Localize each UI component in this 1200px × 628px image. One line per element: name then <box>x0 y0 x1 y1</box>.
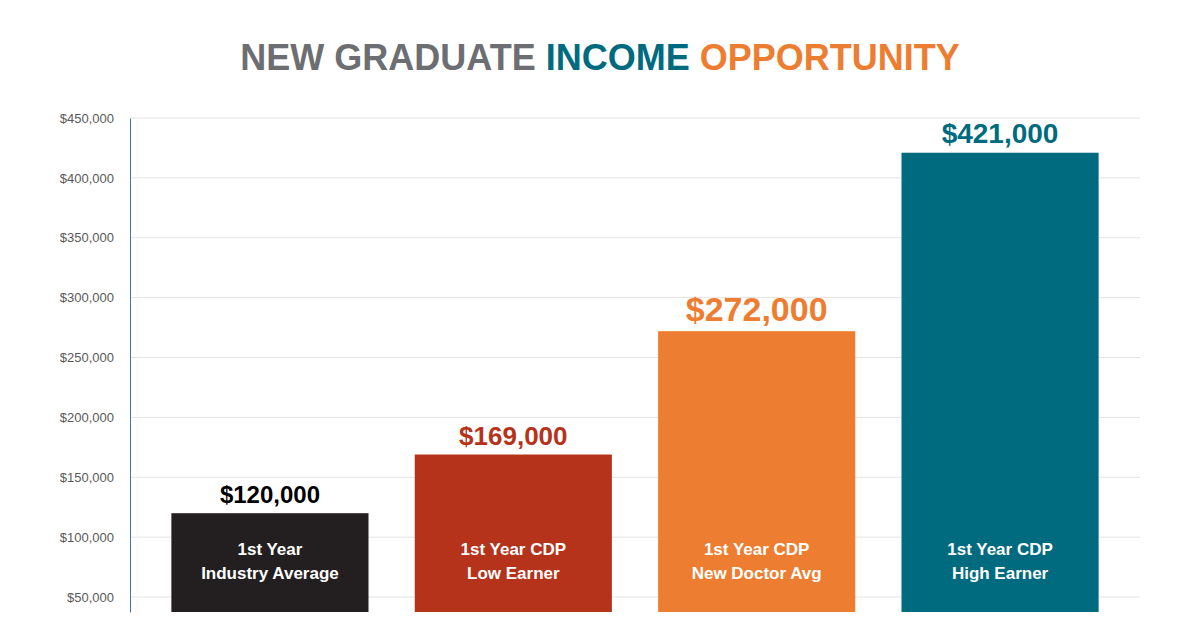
category-label: 1st YearIndustry Average <box>201 540 339 583</box>
data-label: $421,000 <box>942 118 1059 149</box>
tick: $250,000 <box>60 350 130 365</box>
bar <box>658 331 855 612</box>
bar <box>901 153 1098 612</box>
tick: $200,000 <box>60 410 130 425</box>
bar <box>171 513 368 612</box>
tick: $300,000 <box>60 290 130 305</box>
bars <box>171 153 1098 612</box>
tick: $450,000 <box>60 111 130 126</box>
data-labels: $120,000 $169,000 $272,000 $421,000 <box>220 118 1059 508</box>
tick-label: $50,000 <box>67 590 114 605</box>
title: NEW GRADUATE INCOME OPPORTUNITY <box>240 37 959 78</box>
tick-label: $150,000 <box>60 470 114 485</box>
tick-label: $200,000 <box>60 410 114 425</box>
data-label: $169,000 <box>459 421 567 451</box>
axis-line <box>130 119 131 613</box>
category-label: 1st Year CDPNew Doctor Avg <box>692 540 822 583</box>
tick: $350,000 <box>60 230 130 245</box>
category-label: 1st Year CDPLow Earner <box>461 540 567 583</box>
data-label: $272,000 <box>686 290 828 328</box>
y-axis: $50,000 $100,000 $150,000 $200,000 $250,000 $… <box>60 111 131 613</box>
tick: $400,000 <box>60 171 130 186</box>
chart: NEW GRADUATE INCOME OPPORTUNITY $50,000 $1… <box>0 0 1200 628</box>
bar <box>415 455 612 612</box>
tick: $150,000 <box>60 470 130 485</box>
tick-label: $250,000 <box>60 350 114 365</box>
data-label: $120,000 <box>220 481 320 508</box>
category-labels: 1st YearIndustry Average 1st Year CDPLow … <box>201 540 1053 583</box>
tick-label: $300,000 <box>60 290 114 305</box>
tick-label: $100,000 <box>60 530 114 545</box>
tick-label: $400,000 <box>60 171 114 186</box>
tick: $100,000 <box>60 530 130 545</box>
category-label: 1st Year CDPHigh Earner <box>947 540 1053 583</box>
tick: $50,000 <box>67 590 130 605</box>
tick-label: $350,000 <box>60 230 114 245</box>
tick-label: $450,000 <box>60 111 114 126</box>
